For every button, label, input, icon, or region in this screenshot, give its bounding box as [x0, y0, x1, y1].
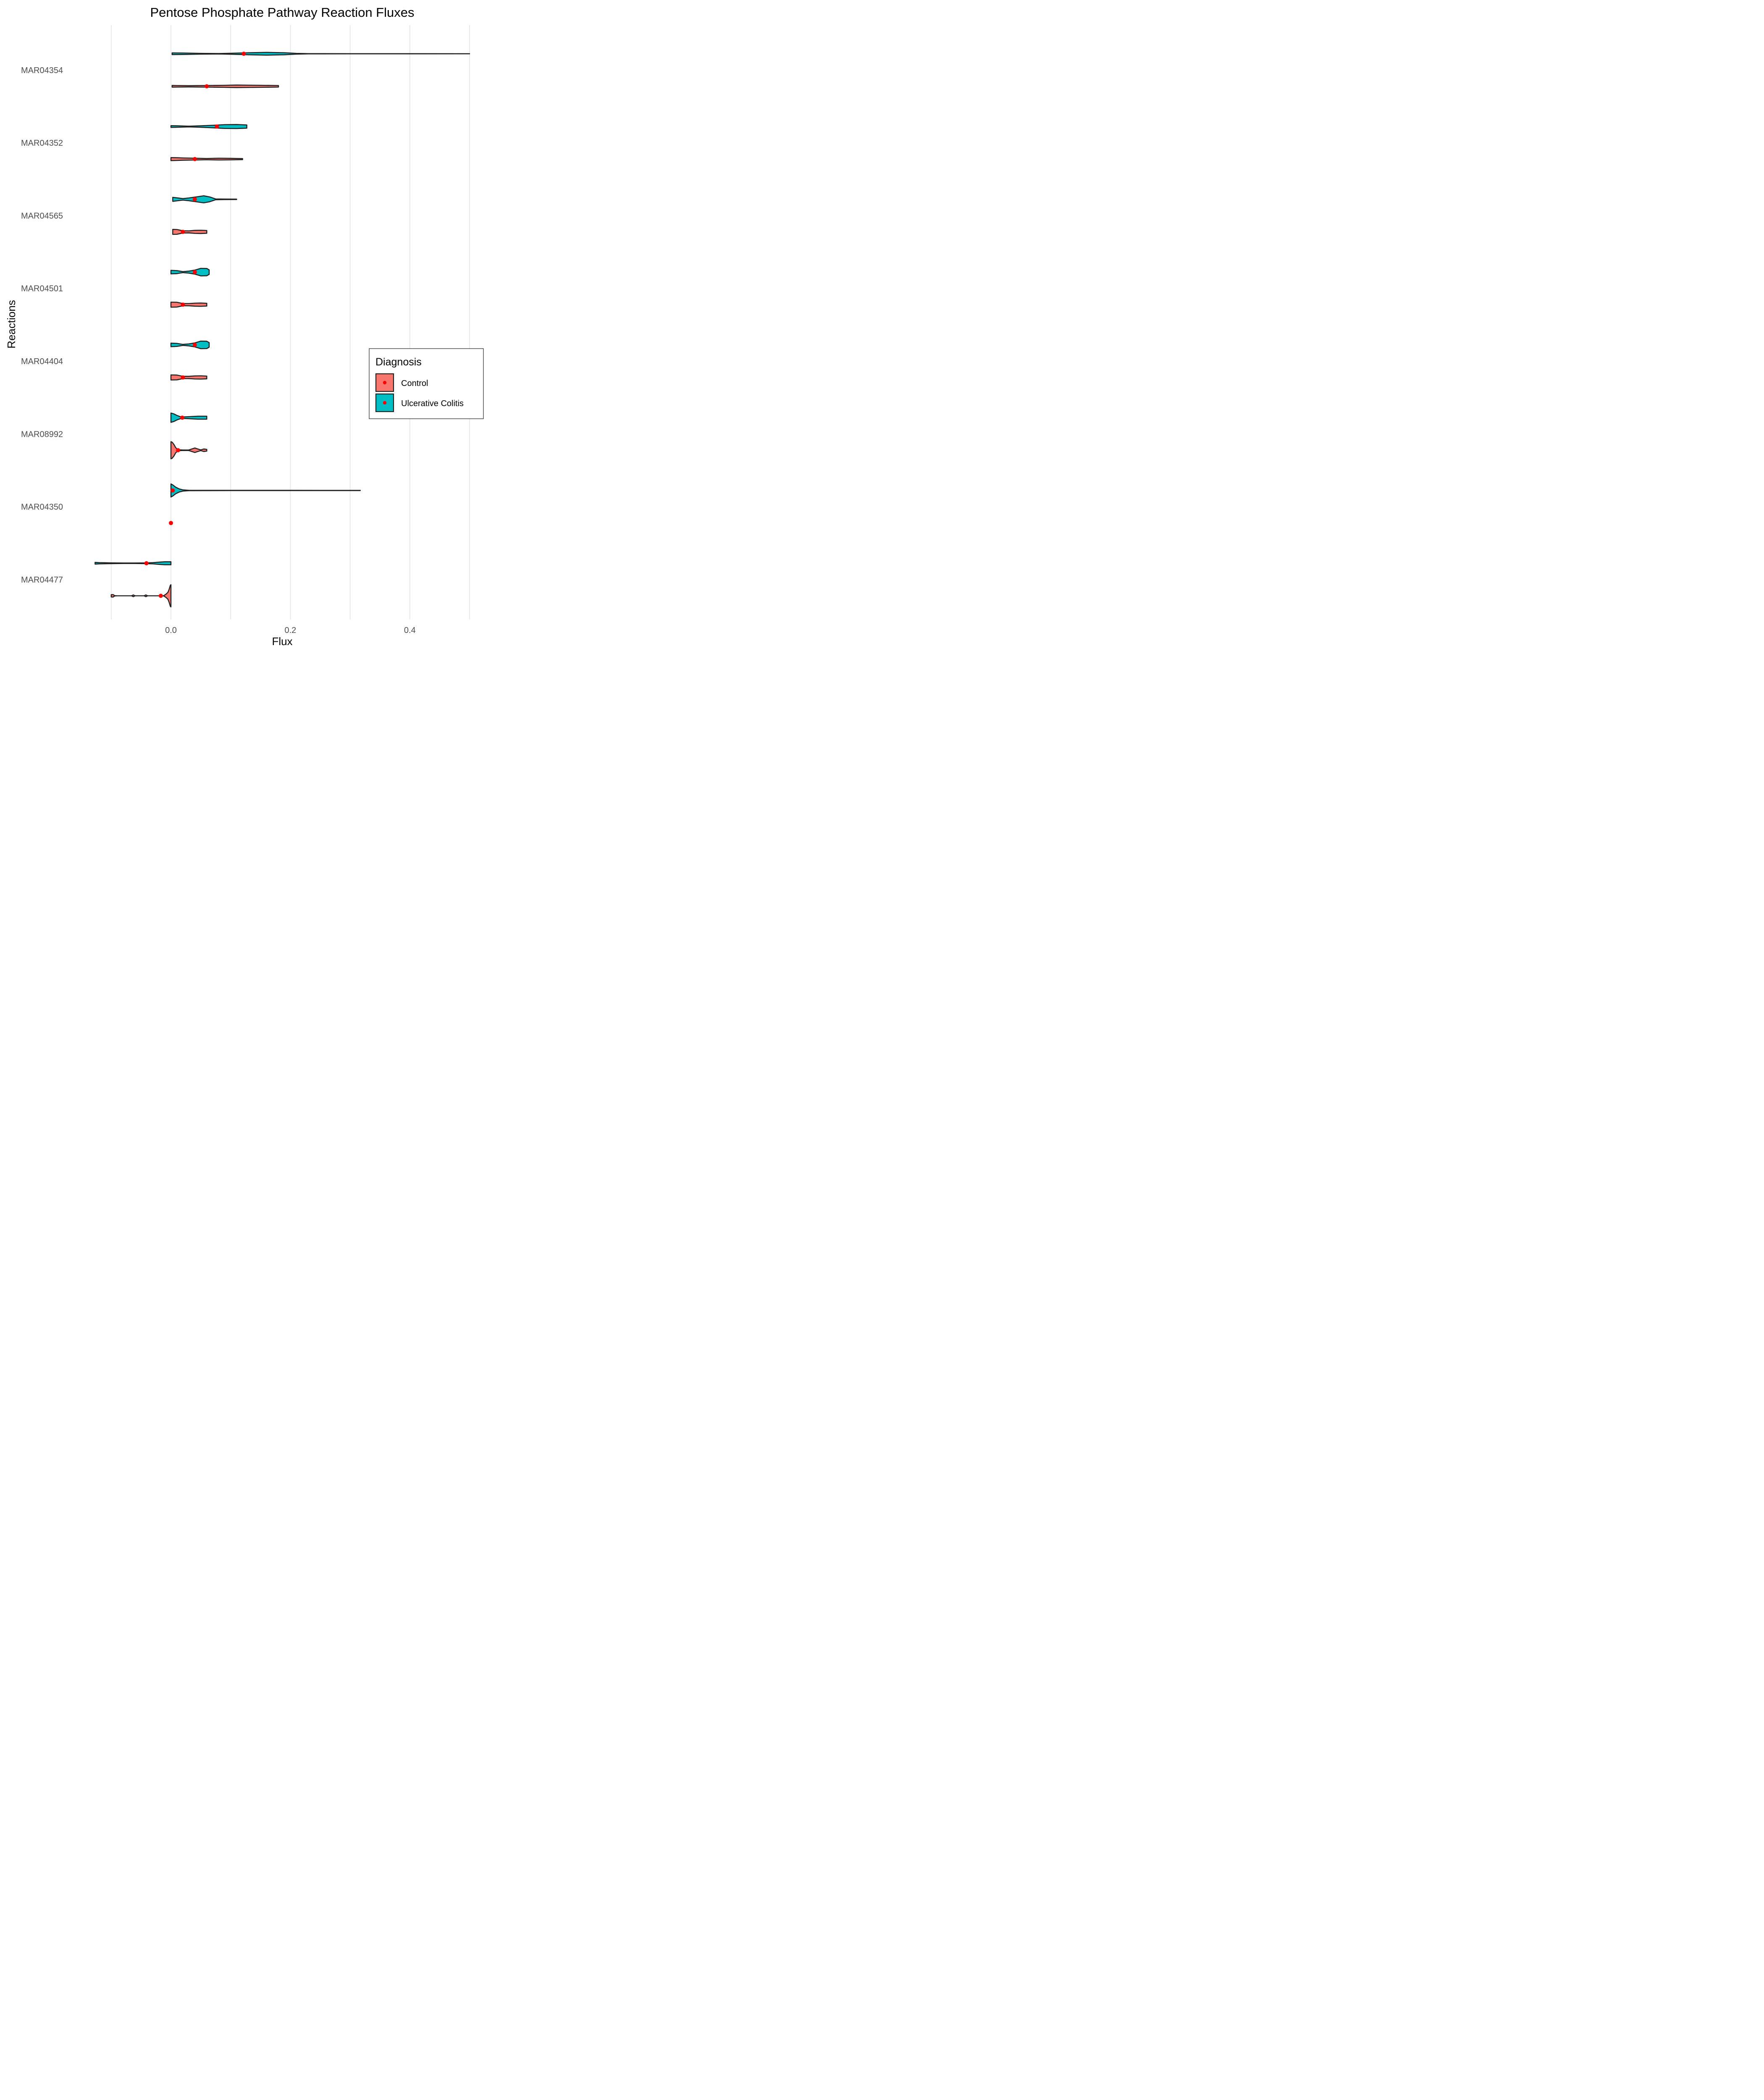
- violin-layer: [94, 52, 470, 608]
- mean-point-control-mar08992: [176, 448, 181, 452]
- violin-ulcerative-colitis-mar04501: [170, 268, 210, 277]
- chart-title: Pentose Phosphate Pathway Reaction Fluxe…: [150, 5, 415, 20]
- violin-ulcerative-colitis-mar04350: [170, 483, 361, 498]
- violin-control-mar04352: [170, 157, 243, 161]
- violin-control-mar04354: [171, 84, 279, 88]
- x-tick-label: 0.4: [404, 626, 416, 635]
- chart-canvas: Pentose Phosphate Pathway Reaction Fluxe…: [5, 5, 484, 648]
- violin-ulcerative-colitis-mar04352: [170, 124, 247, 129]
- x-axis-title: Flux: [272, 635, 292, 648]
- y-axis-title: Reactions: [5, 300, 18, 349]
- y-tick-label: MAR04352: [21, 139, 63, 148]
- mean-point-control-mar04352: [192, 157, 197, 161]
- legend-title: Diagnosis: [375, 356, 422, 368]
- violin-control-mar04404: [170, 374, 207, 381]
- mean-point-control-mar04354: [205, 84, 209, 89]
- legend-item-control: Control: [375, 373, 428, 392]
- legend-label-control: Control: [401, 379, 428, 388]
- mean-point-control-mar04501: [181, 302, 185, 307]
- mean-point-control-mar04404: [181, 375, 185, 380]
- violin-ulcerative-colitis-mar04354: [171, 52, 470, 56]
- violin-ulcerative-colitis-mar04565: [172, 195, 237, 204]
- x-axis-ticks: 0.0 0.2 0.4: [165, 626, 416, 635]
- y-tick-label: MAR04350: [21, 503, 63, 512]
- mean-point-ulcerative-colitis-mar04477: [144, 561, 149, 566]
- violin-control-mar04477: [110, 584, 172, 608]
- x-tick-label: 0.2: [284, 626, 296, 635]
- legend: Diagnosis Control Ulcerative Colitis: [369, 348, 484, 419]
- x-tick-label: 0.0: [165, 626, 177, 635]
- mean-point-ulcerative-colitis-mar04501: [192, 270, 197, 274]
- mean-point-ulcerative-colitis-mar08992: [180, 415, 185, 420]
- grid: [110, 25, 470, 620]
- mean-point-control-mar04350: [169, 521, 173, 525]
- violin-ulcerative-colitis-mar08992: [170, 412, 207, 423]
- violin-ulcerative-colitis-mar04477: [94, 561, 172, 565]
- mean-point-ulcerative-colitis-mar04354: [242, 52, 246, 56]
- mean-point-ulcerative-colitis-mar04404: [192, 343, 197, 347]
- y-axis-ticks: MAR04354 MAR04352 MAR04565 MAR04501 MAR04404…: [21, 66, 63, 585]
- y-tick-label: MAR04501: [21, 284, 63, 294]
- legend-key-control-dot: [383, 381, 387, 385]
- legend-item-ulcerative-colitis: Ulcerative Colitis: [375, 393, 464, 412]
- mean-point-ulcerative-colitis-mar04352: [215, 124, 219, 129]
- violin-control-mar04565: [172, 228, 207, 235]
- y-tick-label: MAR04354: [21, 66, 63, 75]
- mean-point-ulcerative-colitis-mar04350: [171, 488, 175, 493]
- y-tick-label: MAR04477: [21, 575, 63, 585]
- legend-key-ulcerative-colitis-dot: [383, 401, 387, 405]
- mean-point-control-mar04565: [181, 230, 185, 234]
- violin-control-mar04501: [170, 302, 207, 308]
- mean-point-control-mar04477: [158, 593, 163, 598]
- y-tick-label: MAR04565: [21, 211, 63, 220]
- legend-label-ulcerative-colitis: Ulcerative Colitis: [401, 399, 464, 408]
- y-tick-label: MAR08992: [21, 430, 63, 439]
- mean-point-ulcerative-colitis-mar04565: [192, 197, 197, 202]
- y-tick-label: MAR04404: [21, 357, 63, 366]
- violin-ulcerative-colitis-mar04404: [170, 341, 210, 349]
